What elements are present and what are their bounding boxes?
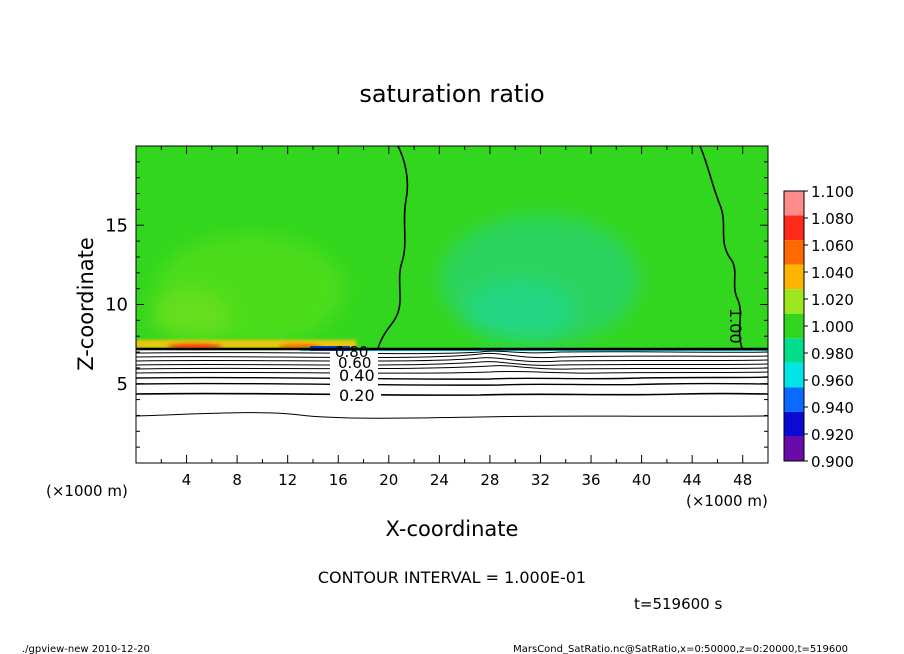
x-tick-label: 20	[379, 471, 398, 489]
colorbar-swatch	[784, 289, 804, 314]
x-tick-label: 24	[430, 471, 449, 489]
colorbar-swatch	[784, 313, 804, 339]
plot-area: 0.80 0.60 0.40 0.20 1.00	[136, 146, 768, 463]
colorbar-label: 0.920	[811, 426, 854, 444]
x-tick-label: 12	[278, 471, 297, 489]
colorbar-label: 1.060	[811, 237, 854, 255]
colorbar-label: 0.980	[811, 345, 854, 363]
x-tick-label: 36	[581, 471, 600, 489]
contour-1-00-left	[377, 146, 409, 349]
colorbar: 1.100 1.080 1.060 1.040 1.020 1.000 0.980 0.960…	[783, 183, 854, 471]
colorbar-label: 1.020	[811, 291, 854, 309]
y-axis: 5 10 15	[105, 161, 768, 448]
y-tick-label: 5	[117, 374, 128, 395]
time-stamp: t=519600 s	[634, 595, 722, 613]
colorbar-swatch	[784, 338, 804, 363]
contour-label-0-40: 0.40	[339, 366, 375, 385]
y-tick-label: 15	[105, 215, 128, 236]
x-tick-label: 4	[182, 471, 192, 489]
colorbar-swatch	[784, 240, 804, 265]
footer-left: ./gpview-new 2010-12-20	[22, 644, 150, 654]
y-tick-label: 10	[105, 295, 128, 316]
contour-label-0-20: 0.20	[339, 386, 375, 405]
colorbar-label: 0.960	[811, 372, 854, 390]
colorbar-label: 1.100	[811, 183, 854, 201]
contour-label-1-00: 1.00	[726, 308, 745, 344]
colorbar-swatch	[784, 264, 804, 290]
shading-patches	[150, 215, 640, 345]
colorbar-swatch	[784, 436, 804, 461]
contour-label-0-60: 0.60	[338, 354, 371, 372]
x-tick-label: 40	[632, 471, 651, 489]
colorbar-swatch	[784, 215, 804, 241]
footer-right: MarsCond_SatRatio.nc@SatRatio,x=0:50000,…	[513, 644, 848, 654]
contour-interval: CONTOUR INTERVAL = 1.000E-01	[318, 568, 586, 587]
x-tick-label: 8	[232, 471, 242, 489]
colorbar-label: 0.900	[811, 453, 854, 471]
x-tick-label: 16	[329, 471, 348, 489]
x-tick-label: 48	[733, 471, 752, 489]
x-tick-label: 44	[683, 471, 702, 489]
contour-1-00-right	[699, 146, 743, 349]
colorbar-label: 0.940	[811, 399, 854, 417]
x-tick-label: 28	[480, 471, 499, 489]
x-tick-label: 32	[531, 471, 550, 489]
colorbar-label: 1.000	[811, 318, 854, 336]
x-axis-label: X-coordinate	[386, 517, 519, 541]
colorbar-label: 1.040	[811, 264, 854, 282]
x-unit-right: (×1000 m)	[686, 492, 768, 510]
x-unit-left: (×1000 m)	[46, 482, 128, 500]
contour-labels: 0.80 0.60 0.40 0.20 1.00	[330, 308, 745, 405]
contour-label-0-80: 0.80	[335, 343, 368, 361]
x-axis: 4 8 12 16 20 24 28 32 36 40 44 48	[160, 146, 769, 489]
colorbar-swatch	[784, 191, 804, 216]
colorbar-swatch	[784, 362, 804, 388]
undersaturated-region	[136, 351, 768, 463]
colorbar-swatch	[784, 387, 804, 412]
colorbar-swatch	[784, 411, 804, 437]
contour-lines	[136, 146, 768, 419]
colorbar-label: 1.080	[811, 210, 854, 228]
y-axis-label: Z-coordinate	[74, 237, 98, 371]
chart-title: saturation ratio	[359, 80, 544, 108]
